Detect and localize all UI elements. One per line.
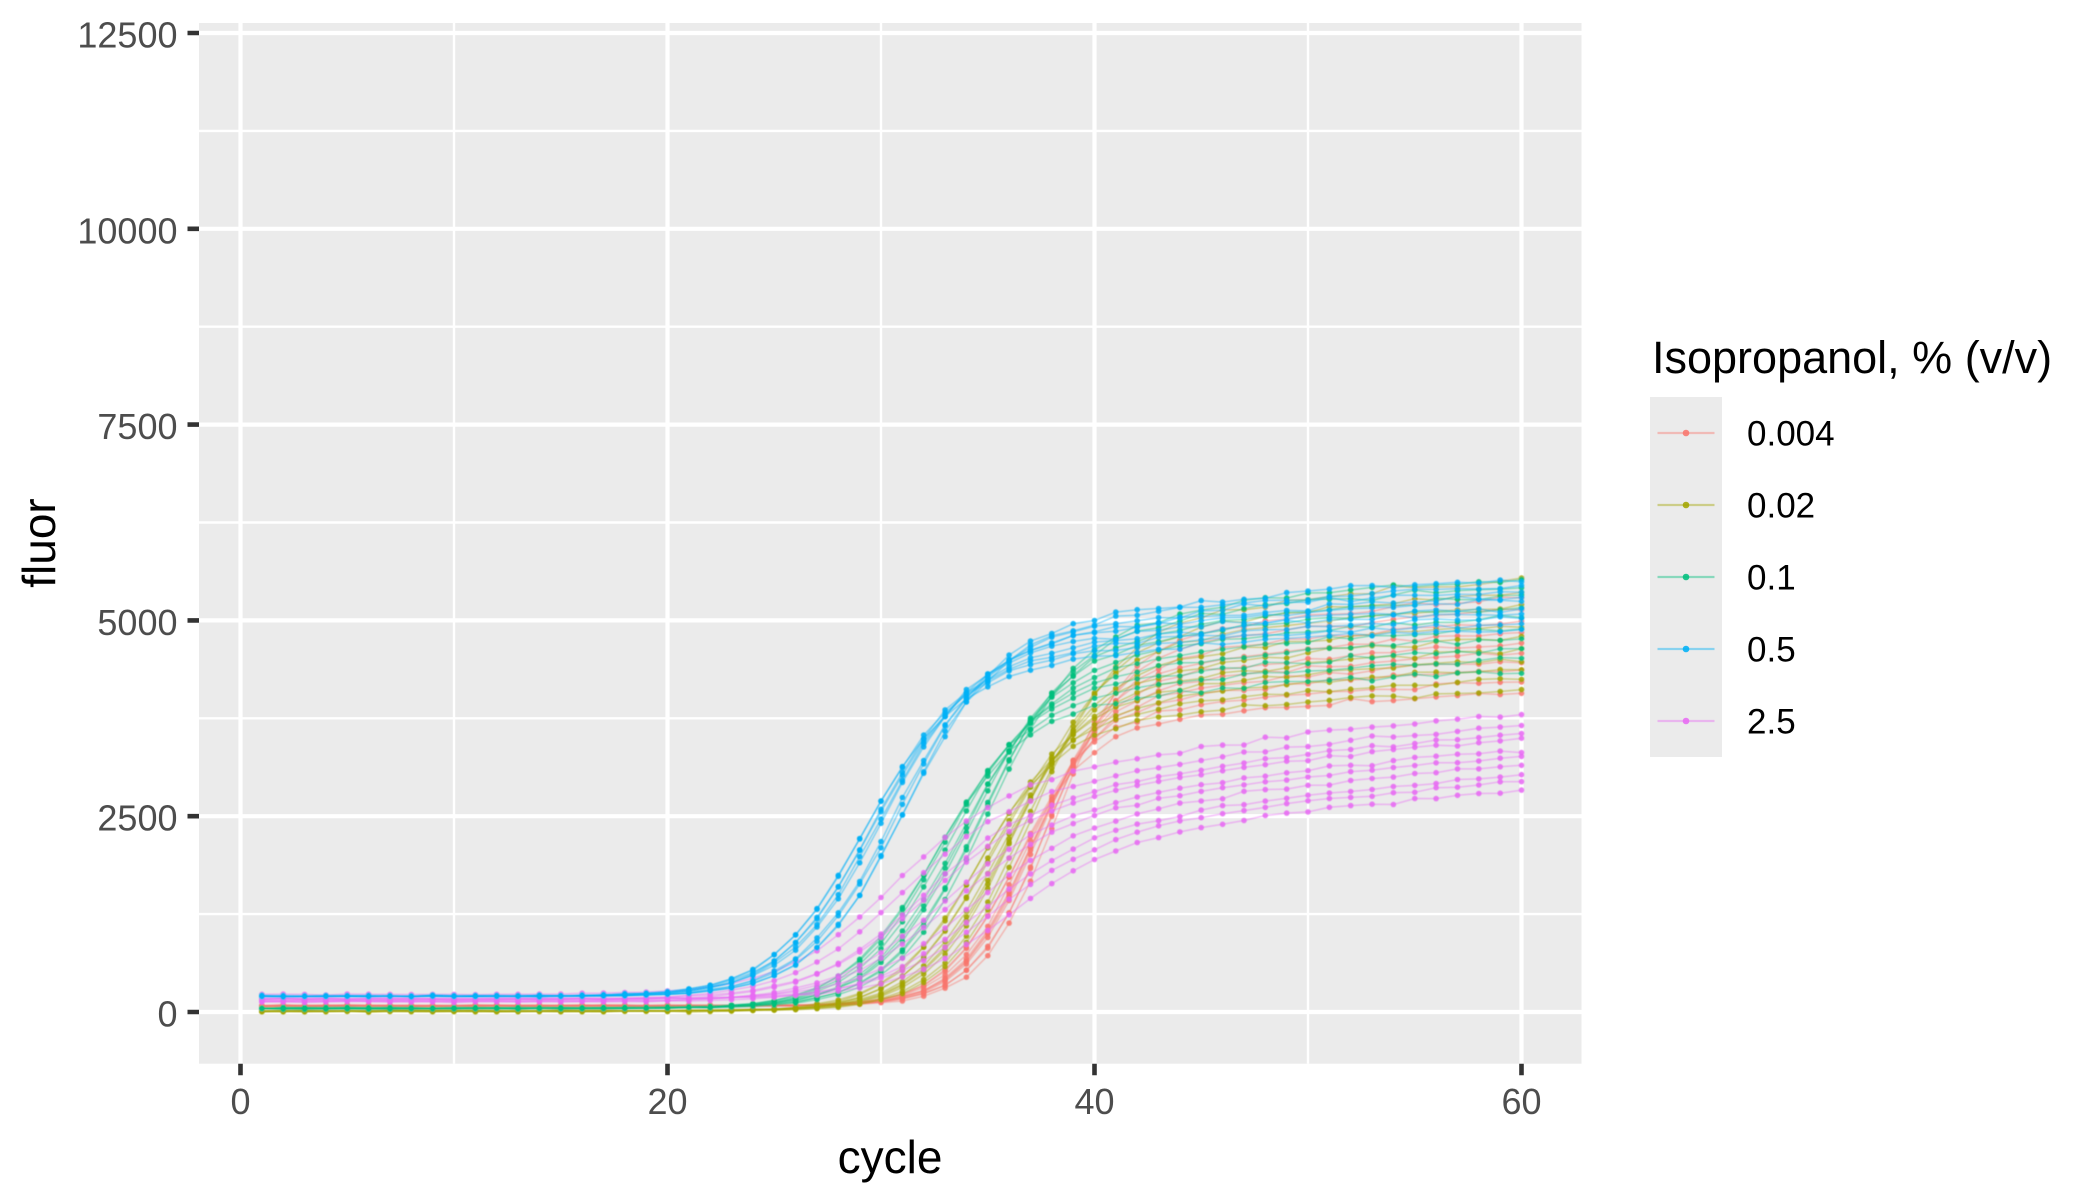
svg-text:Isopropanol, % (v/v): Isopropanol, % (v/v) [1652, 332, 2052, 383]
svg-text:0: 0 [230, 1081, 250, 1122]
svg-text:0: 0 [157, 994, 177, 1035]
svg-text:0.1: 0.1 [1747, 559, 1796, 598]
svg-text:60: 60 [1501, 1081, 1541, 1122]
svg-text:20: 20 [647, 1081, 687, 1122]
svg-text:12500: 12500 [77, 15, 177, 56]
svg-text:7500: 7500 [97, 406, 177, 447]
svg-text:10000: 10000 [77, 210, 177, 251]
svg-text:0.5: 0.5 [1747, 631, 1796, 670]
svg-text:2500: 2500 [97, 798, 177, 839]
svg-text:fluor: fluor [13, 498, 65, 587]
svg-text:0.02: 0.02 [1747, 487, 1815, 526]
svg-text:5000: 5000 [97, 602, 177, 643]
svg-text:2.5: 2.5 [1747, 703, 1796, 742]
svg-text:0.004: 0.004 [1747, 415, 1835, 454]
svg-text:cycle: cycle [838, 1131, 943, 1183]
svg-text:40: 40 [1074, 1081, 1114, 1122]
